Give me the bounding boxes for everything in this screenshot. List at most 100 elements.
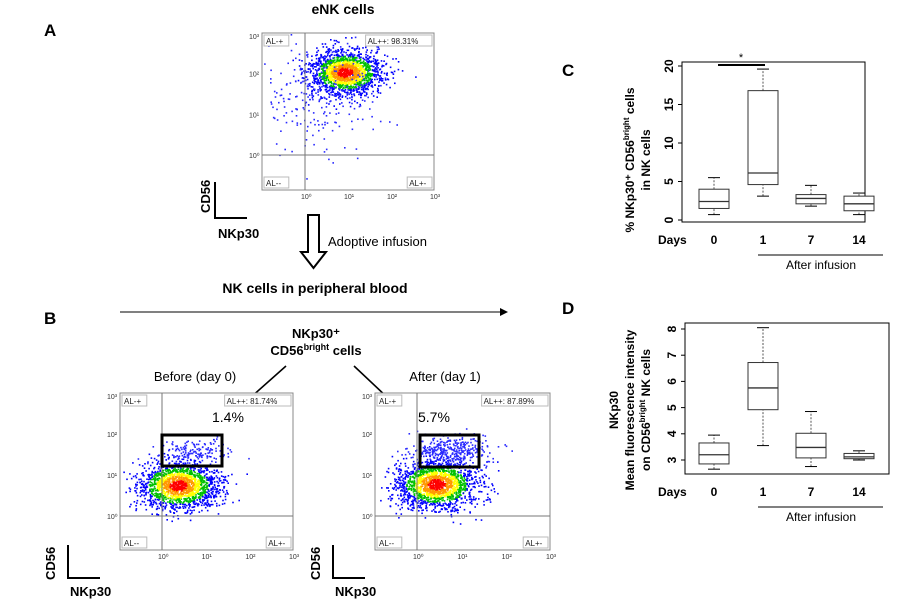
event-dot — [462, 463, 464, 466]
event-dot — [339, 55, 341, 58]
event-dot — [351, 64, 354, 66]
event-dot — [218, 480, 221, 482]
event-dot — [311, 55, 313, 57]
event-dot — [167, 486, 170, 489]
event-dot — [359, 79, 361, 81]
event-dot — [210, 482, 212, 484]
event-dot — [409, 479, 411, 481]
event-dot — [184, 446, 187, 449]
event-dot — [418, 486, 421, 489]
event-dot — [363, 73, 366, 75]
event-dot — [160, 482, 163, 485]
event-dot — [264, 63, 266, 65]
event-dot — [323, 72, 326, 75]
event-dot — [468, 474, 471, 477]
event-dot — [180, 492, 183, 495]
event-dot — [218, 484, 220, 487]
event-dot — [156, 498, 159, 501]
event-dot — [451, 510, 454, 512]
event-dot — [172, 515, 175, 518]
event-dot — [170, 503, 173, 506]
event-dot — [315, 61, 317, 64]
event-dot — [463, 480, 465, 483]
event-dot — [342, 56, 344, 59]
event-dot — [159, 463, 161, 465]
event-dot — [210, 500, 213, 503]
quadrant-label: AL-- — [266, 179, 281, 188]
event-dot — [164, 484, 166, 486]
event-dot — [295, 108, 297, 110]
event-dot — [340, 58, 342, 61]
event-dot — [210, 491, 213, 494]
event-dot — [349, 105, 352, 108]
event-dot — [460, 497, 463, 500]
event-dot — [186, 487, 189, 490]
event-dot — [187, 486, 190, 489]
event-dot — [152, 446, 155, 448]
event-dot — [285, 121, 288, 124]
event-dot — [232, 501, 234, 504]
event-dot — [353, 61, 355, 63]
event-dot — [158, 507, 160, 510]
event-dot — [468, 493, 471, 495]
event-dot — [369, 68, 372, 71]
event-dot — [139, 503, 142, 506]
event-dot — [311, 65, 314, 68]
event-dot — [343, 67, 345, 69]
event-dot — [152, 488, 155, 490]
event-dot — [202, 491, 205, 493]
event-dot — [343, 56, 346, 58]
event-dot — [186, 485, 188, 487]
event-dot — [171, 441, 174, 443]
event-dot — [176, 489, 178, 491]
event-dot — [339, 61, 341, 64]
event-dot — [155, 474, 157, 477]
event-dot — [172, 485, 174, 488]
event-dot — [183, 503, 185, 506]
event-dot — [321, 97, 324, 99]
event-dot — [358, 50, 360, 53]
event-dot — [345, 74, 348, 77]
event-dot — [351, 59, 354, 61]
event-dot — [187, 452, 190, 454]
event-dot — [456, 508, 458, 511]
event-dot — [316, 47, 318, 49]
event-dot — [166, 495, 168, 498]
event-dot — [450, 502, 452, 504]
event-dot — [191, 482, 194, 484]
event-dot — [142, 472, 144, 474]
event-dot — [331, 94, 333, 96]
event-dot — [169, 469, 171, 472]
event-dot — [331, 68, 333, 71]
event-dot — [206, 501, 209, 504]
event-dot — [207, 492, 210, 495]
event-dot — [333, 78, 336, 81]
event-dot — [283, 115, 285, 117]
event-dot — [194, 450, 197, 453]
event-dot — [360, 93, 362, 95]
event-dot — [183, 497, 185, 500]
event-dot — [200, 467, 202, 470]
event-dot — [360, 66, 362, 68]
event-dot — [451, 470, 453, 473]
event-dot — [449, 494, 452, 496]
event-dot — [186, 467, 188, 470]
event-dot — [386, 470, 388, 473]
event-dot — [334, 77, 337, 80]
plot-frame — [119, 392, 294, 551]
event-dot — [190, 492, 192, 495]
event-dot — [414, 466, 416, 469]
event-dot — [151, 490, 153, 493]
event-dot — [171, 454, 174, 456]
event-dot — [321, 78, 323, 80]
event-dot — [168, 462, 170, 465]
event-dot — [198, 503, 200, 506]
event-dot — [412, 476, 415, 479]
event-dot — [372, 95, 375, 97]
event-dot — [185, 488, 188, 491]
event-dot — [311, 86, 314, 88]
event-dot — [493, 488, 495, 490]
event-dot — [207, 447, 210, 449]
event-dot — [368, 56, 371, 59]
event-dot — [318, 129, 320, 132]
